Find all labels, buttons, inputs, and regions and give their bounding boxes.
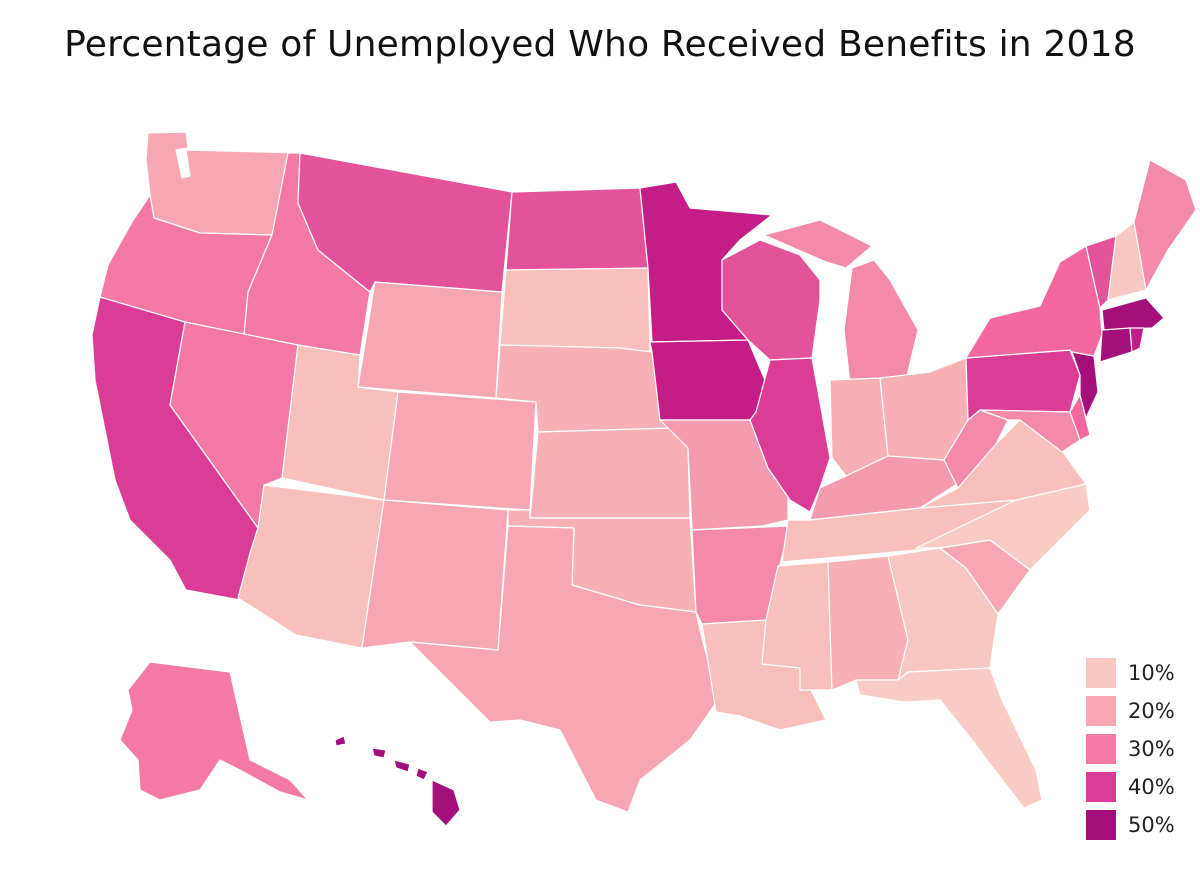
state-HI bbox=[334, 735, 461, 827]
legend-item: 20% bbox=[1086, 694, 1175, 728]
map-legend: 10% 20% 30% 40% 50% bbox=[1086, 656, 1175, 846]
state-WY bbox=[357, 281, 503, 399]
state-CT bbox=[1099, 327, 1133, 363]
state-MI bbox=[763, 219, 919, 385]
state-RI bbox=[1129, 327, 1145, 353]
legend-swatch bbox=[1086, 734, 1116, 764]
legend-label: 50% bbox=[1128, 813, 1175, 837]
state-DE bbox=[1069, 394, 1091, 441]
legend-label: 10% bbox=[1128, 661, 1175, 685]
state-AK bbox=[119, 661, 309, 801]
state-SD bbox=[499, 267, 651, 353]
legend-swatch bbox=[1086, 696, 1116, 726]
state-IL bbox=[749, 357, 831, 513]
state-CO bbox=[383, 391, 537, 511]
legend-swatch bbox=[1086, 658, 1116, 688]
legend-item: 10% bbox=[1086, 656, 1175, 690]
state-NY bbox=[965, 245, 1103, 359]
state-TX bbox=[409, 525, 719, 813]
state-FL bbox=[855, 667, 1043, 809]
state-ND bbox=[505, 187, 649, 271]
legend-label: 40% bbox=[1128, 775, 1175, 799]
state-IA bbox=[649, 339, 771, 421]
legend-item: 50% bbox=[1086, 808, 1175, 842]
legend-label: 30% bbox=[1128, 737, 1175, 761]
map-title: Percentage of Unemployed Who Received Be… bbox=[64, 24, 1136, 65]
legend-label: 20% bbox=[1128, 699, 1175, 723]
legend-item: 30% bbox=[1086, 732, 1175, 766]
state-ME bbox=[1133, 159, 1197, 291]
legend-swatch bbox=[1086, 772, 1116, 802]
legend-swatch bbox=[1086, 810, 1116, 840]
state-NM bbox=[361, 499, 509, 651]
state-WI bbox=[721, 239, 821, 361]
state-KS bbox=[529, 427, 691, 519]
legend-item: 40% bbox=[1086, 770, 1175, 804]
state-MA bbox=[1101, 297, 1165, 331]
